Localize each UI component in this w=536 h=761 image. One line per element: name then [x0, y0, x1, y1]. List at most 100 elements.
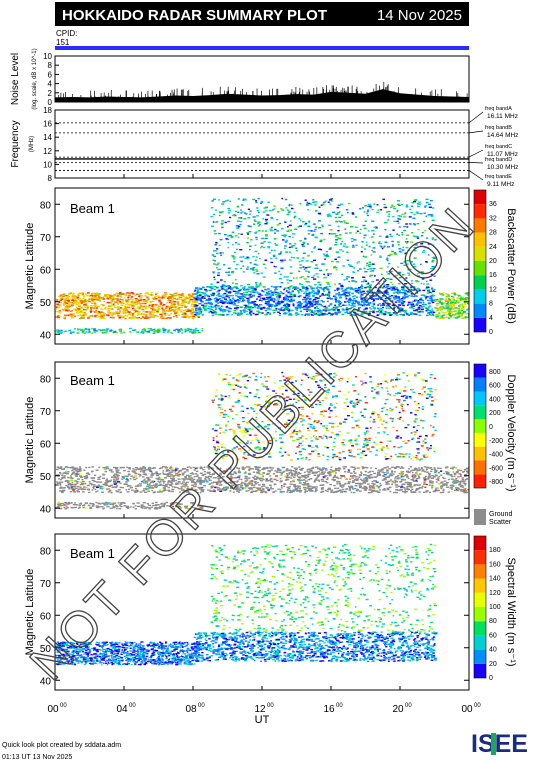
echo-cell: [460, 303, 464, 305]
echo-cell: [308, 487, 312, 490]
echo-cell: [440, 487, 443, 490]
echo-cell: [396, 306, 400, 308]
echo-cell: [252, 269, 255, 271]
cpid-bar: [55, 46, 469, 50]
echo-cell: [83, 314, 87, 316]
echo-cell: [380, 298, 383, 300]
echo-cell: [305, 298, 308, 301]
echo-cell: [241, 260, 243, 263]
echo-cell: [293, 483, 296, 486]
echo-cell: [331, 470, 334, 472]
echo-cell: [452, 485, 455, 487]
power-colorbar-tick: 16: [489, 272, 497, 279]
echo-cell: [265, 294, 269, 296]
echo-cell: [383, 300, 387, 302]
echo-cell: [455, 488, 458, 491]
echo-cell: [254, 466, 259, 469]
echo-cell: [287, 311, 290, 313]
echo-cell: [183, 471, 187, 473]
echo-cell: [210, 283, 213, 285]
power-colorbar-tick: 32: [489, 215, 497, 222]
echo-cell: [274, 286, 278, 288]
echo-cell: [360, 313, 363, 315]
echo-cell: [233, 258, 236, 260]
echo-cell: [122, 466, 126, 469]
echo-cell: [310, 313, 313, 316]
echo-cell: [379, 482, 382, 485]
echo-cell: [82, 487, 85, 490]
echo-cell: [286, 491, 289, 493]
echo-cell: [400, 297, 404, 300]
echo-cell: [345, 222, 349, 225]
echo-cell: [431, 290, 435, 292]
echo-cell: [235, 287, 238, 289]
echo-cell: [163, 488, 166, 490]
echo-cell: [239, 289, 242, 291]
echo-cell: [392, 292, 396, 294]
echo-cell: [366, 268, 370, 271]
echo-cell: [352, 474, 356, 477]
echo-cell: [435, 307, 439, 310]
echo-cell: [55, 308, 58, 310]
echo-cell: [216, 291, 219, 293]
echo-cell: [86, 308, 89, 310]
echo-cell: [280, 308, 283, 310]
echo-cell: [381, 295, 385, 297]
echo-cell: [378, 286, 381, 289]
echo-cell: [128, 313, 132, 316]
echo-cell: [390, 289, 394, 291]
echo-cell: [386, 293, 390, 295]
echo-cell: [162, 472, 164, 474]
echo-cell: [159, 316, 162, 318]
echo-cell: [139, 305, 143, 307]
echo-cell: [431, 288, 434, 290]
echo-cell: [78, 302, 81, 305]
echo-cell: [253, 272, 256, 274]
echo-cell: [350, 304, 354, 307]
echo-cell: [56, 303, 60, 305]
echo-cell: [75, 481, 79, 483]
echo-cell: [120, 302, 123, 305]
echo-cell: [170, 477, 173, 480]
echo-cell: [336, 307, 338, 310]
echo-cell: [285, 276, 289, 278]
echo-cell: [400, 484, 403, 486]
echo-cell: [396, 241, 400, 243]
echo-cell: [175, 310, 179, 313]
echo-cell: [131, 303, 135, 305]
echo-cell: [222, 252, 224, 254]
echo-cell: [396, 203, 400, 206]
echo-cell: [412, 223, 416, 225]
echo-cell: [93, 295, 97, 297]
echo-cell: [161, 309, 165, 311]
frequency-ylabel-unit: (MHz): [29, 136, 35, 152]
echo-cell: [386, 266, 389, 268]
echo-cell: [238, 489, 242, 491]
echo-cell: [158, 300, 162, 303]
echo-cell: [212, 485, 215, 487]
echo-cell: [249, 245, 252, 247]
echo-cell: [75, 475, 79, 477]
echo-cell: [106, 301, 109, 304]
echo-cell: [392, 215, 395, 218]
echo-cell: [464, 303, 467, 305]
echo-cell: [212, 221, 215, 223]
echo-cell: [448, 299, 451, 301]
echo-cell: [182, 485, 185, 487]
echo-cell: [255, 286, 258, 288]
echo-cell: [343, 243, 347, 245]
echo-cell: [448, 299, 452, 302]
echo-cell: [431, 259, 435, 262]
echo-cell: [307, 281, 310, 283]
echo-cell: [272, 309, 276, 312]
echo-cell: [450, 301, 454, 303]
echo-cell: [118, 308, 122, 310]
echo-cell: [247, 225, 250, 227]
echo-cell: [246, 313, 249, 315]
echo-cell: [347, 276, 350, 278]
echo-cell: [64, 472, 67, 474]
echo-cell: [347, 264, 351, 266]
echo-cell: [381, 306, 384, 309]
echo-cell: [371, 249, 374, 252]
echo-cell: [318, 213, 322, 215]
